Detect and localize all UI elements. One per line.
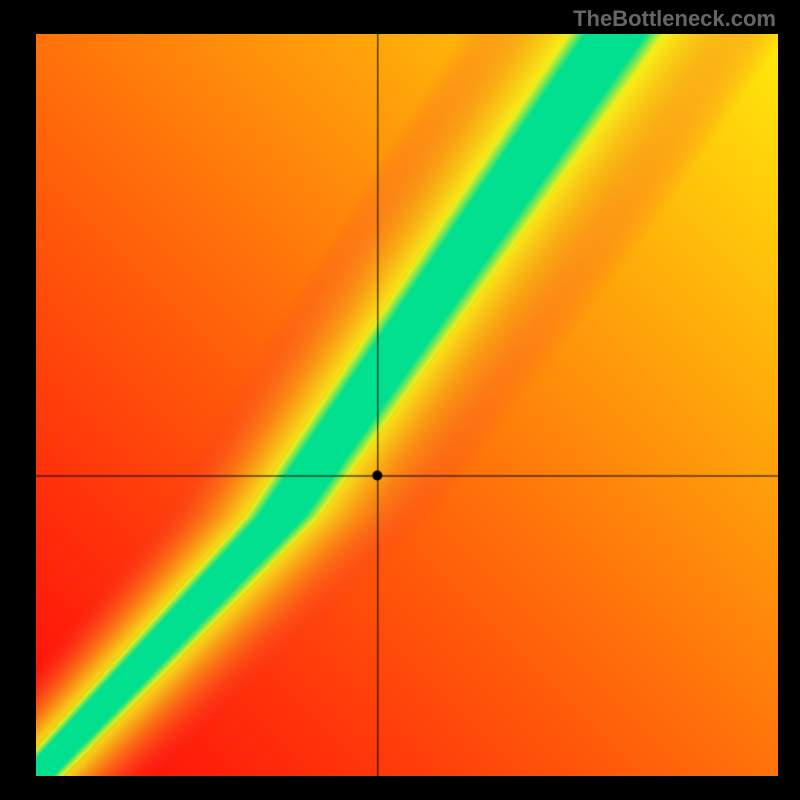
- watermark-text: TheBottleneck.com: [573, 6, 776, 32]
- root-container: TheBottleneck.com: [0, 0, 800, 800]
- heatmap-canvas: [36, 34, 778, 776]
- heatmap-plot: [36, 34, 778, 776]
